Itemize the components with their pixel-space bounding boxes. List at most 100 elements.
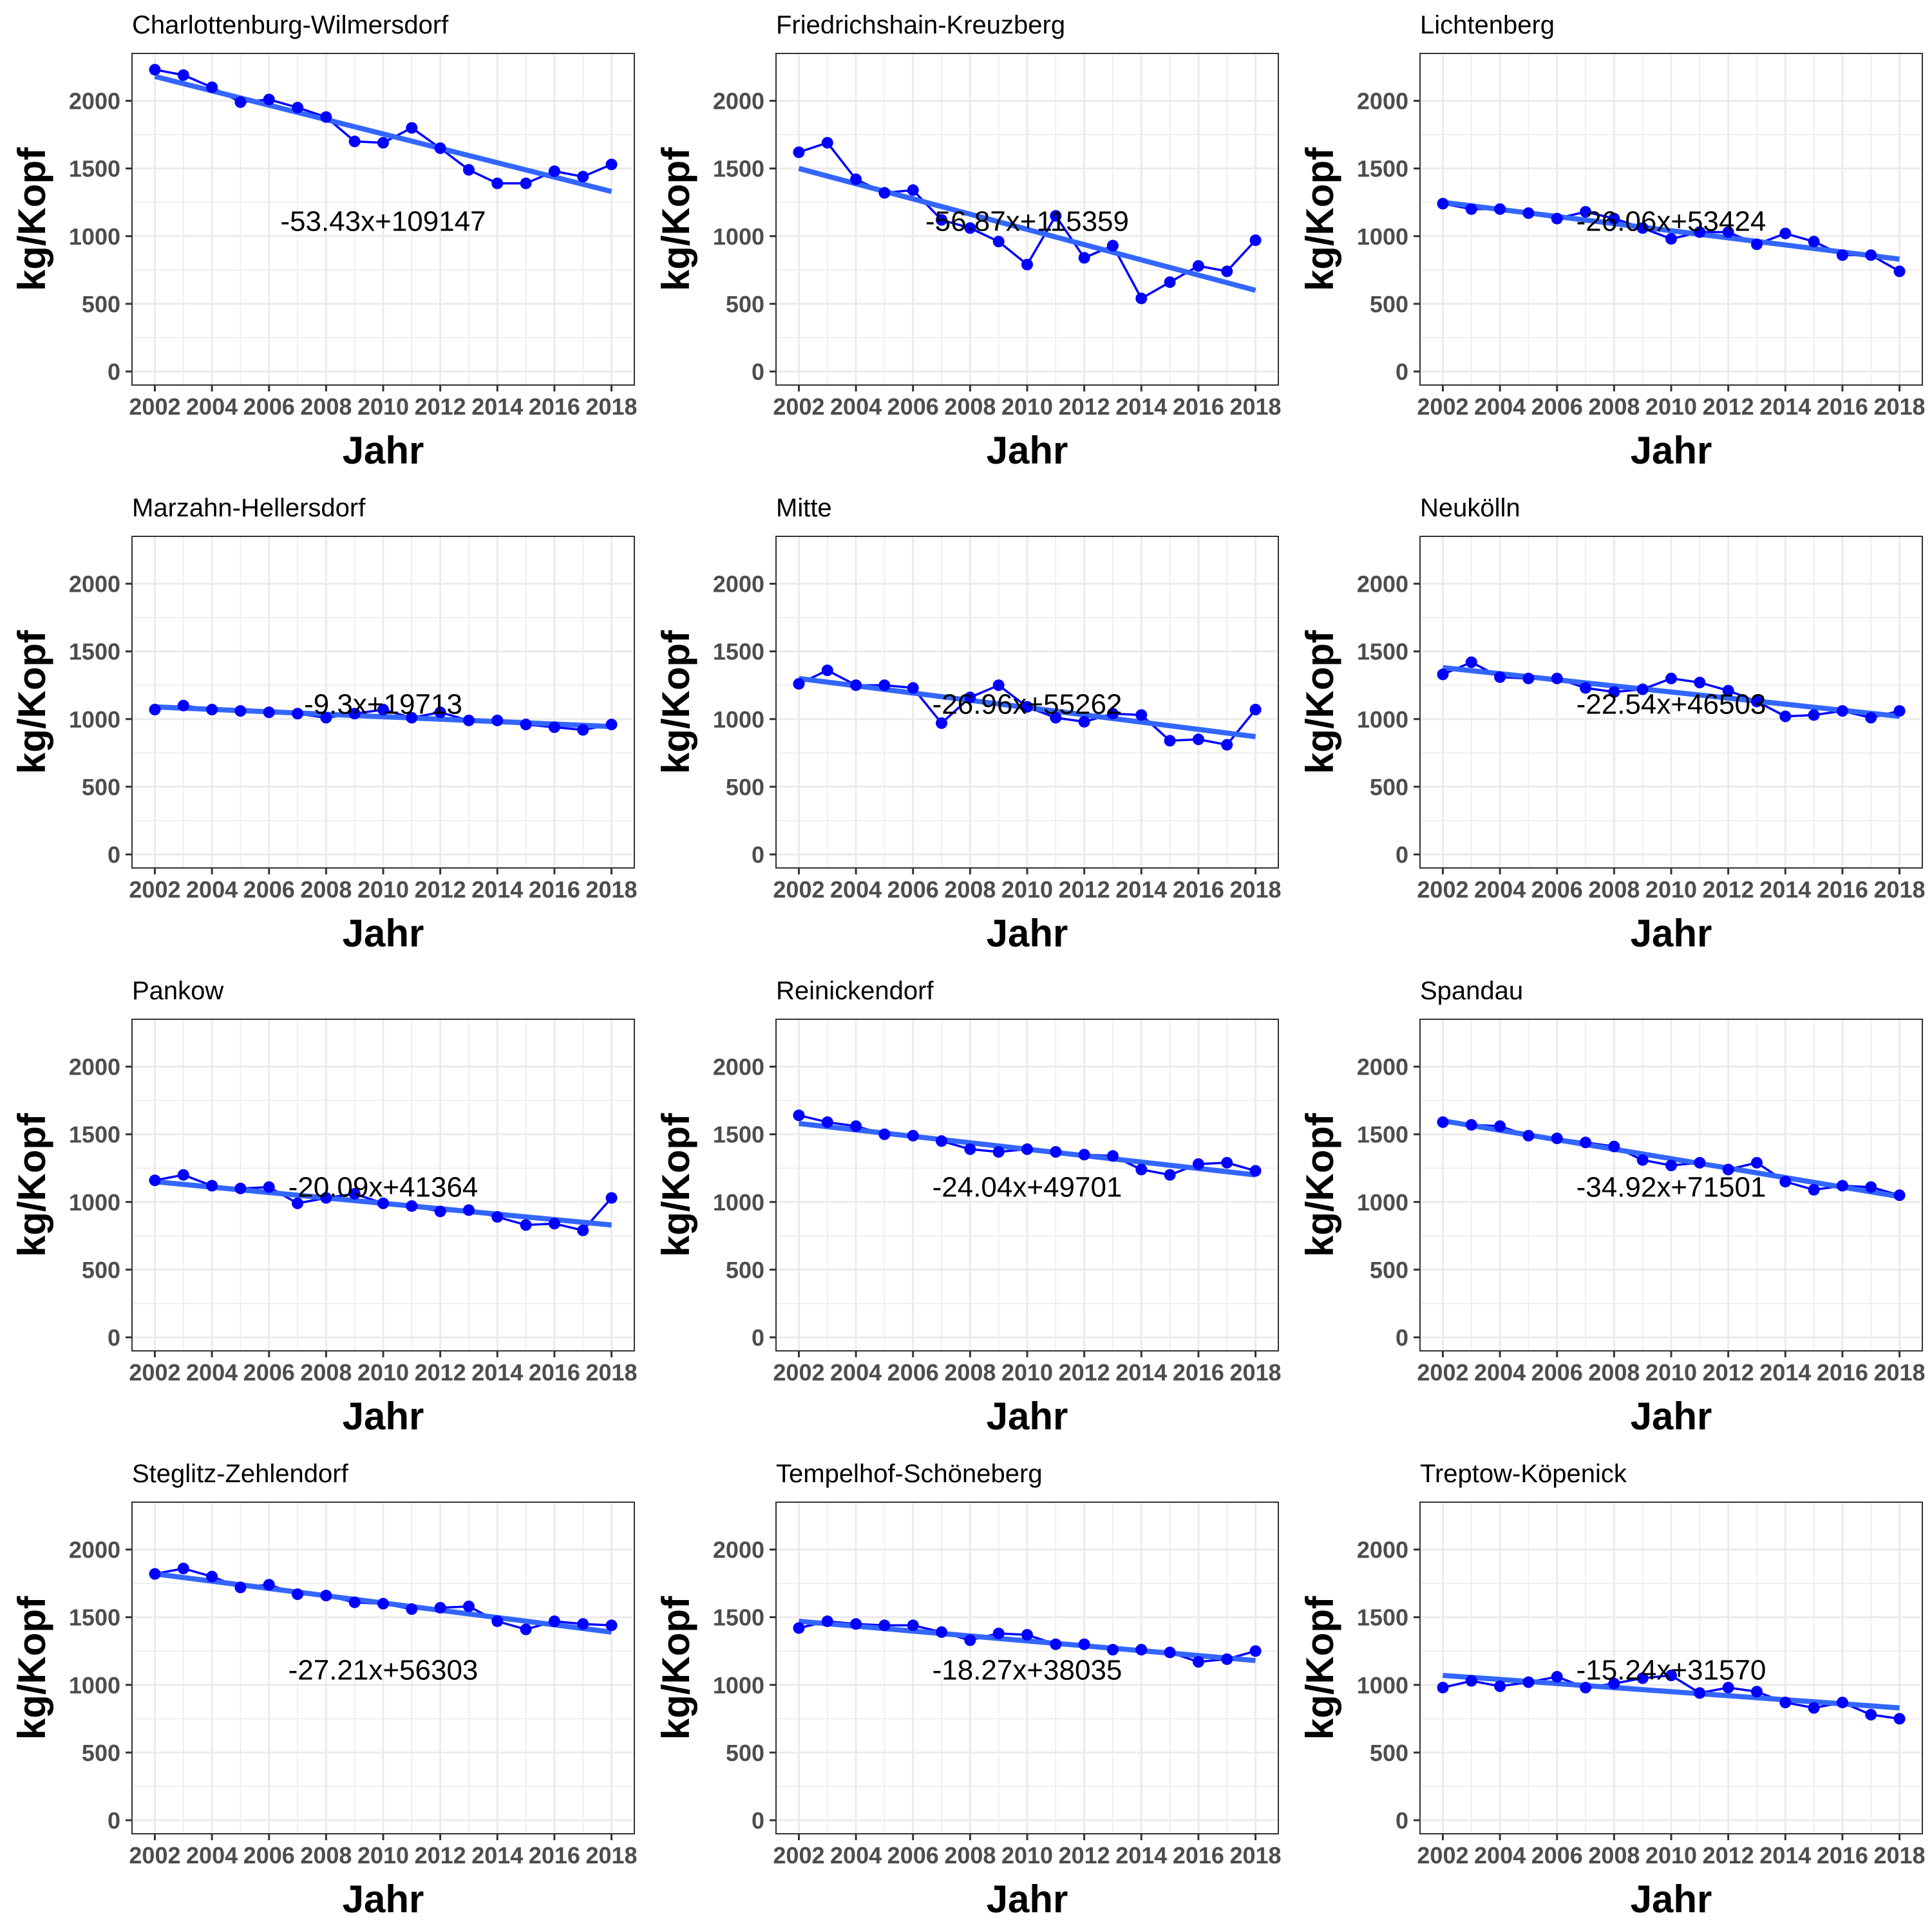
y-axis-title: kg/Kopf: [654, 630, 697, 774]
data-point: [1750, 1686, 1763, 1698]
facet-title: Neukölln: [1420, 494, 1520, 522]
data-point: [320, 1192, 332, 1204]
x-tick-label: 2006: [243, 1842, 295, 1869]
data-point: [1465, 656, 1477, 668]
x-tick-label: 2002: [1417, 1359, 1468, 1386]
data-point: [907, 1129, 919, 1142]
data-point: [1893, 705, 1906, 717]
data-point: [1106, 708, 1119, 720]
x-tick-label: 2014: [1759, 1842, 1811, 1869]
data-point: [1164, 1169, 1176, 1181]
data-point: [793, 146, 805, 158]
y-tick-label: 2000: [1357, 1537, 1408, 1563]
x-tick-label: 2016: [529, 876, 580, 903]
data-point: [1551, 212, 1563, 225]
regression-annotation: -26.96x+55262: [933, 689, 1122, 721]
data-point: [320, 1590, 332, 1602]
data-point: [263, 1579, 275, 1591]
y-tick-label: 1000: [713, 706, 764, 733]
data-point: [1636, 683, 1649, 695]
data-point: [850, 679, 862, 692]
panel-border: [775, 1502, 1279, 1834]
data-point: [1694, 226, 1706, 238]
y-tick-label: 2000: [1357, 88, 1408, 115]
data-point: [1522, 207, 1535, 220]
facet-title: Pankow: [132, 977, 223, 1005]
data-point: [1750, 238, 1763, 250]
y-axis-title: kg/Kopf: [1298, 1113, 1341, 1257]
x-tick-label: 2014: [1759, 393, 1811, 420]
data-point: [1522, 672, 1535, 684]
regression-annotation: -24.04x+49701: [933, 1172, 1122, 1203]
regression-annotation: -18.27x+38035: [933, 1655, 1122, 1686]
data-point: [292, 1588, 304, 1600]
data-point: [1694, 677, 1706, 689]
data-point: [1608, 1140, 1620, 1153]
data-point: [1636, 222, 1649, 234]
data-point: [1808, 709, 1820, 721]
data-point: [1494, 1680, 1506, 1692]
data-point: [462, 1204, 475, 1216]
x-tick-label: 2010: [1645, 393, 1697, 420]
data-point: [520, 177, 532, 189]
x-tick-label: 2008: [944, 876, 996, 903]
y-axis-title: kg/Kopf: [654, 1113, 697, 1257]
data-point: [878, 1128, 891, 1140]
data-point: [520, 1623, 532, 1635]
data-point: [263, 706, 275, 719]
y-axis-title: kg/Kopf: [10, 1113, 53, 1257]
facet-panel-5: 2002 2004 2006 2008 2010 2012 2014 2016 2018 0 500…: [1298, 494, 1926, 955]
x-tick-label: 2006: [1531, 1842, 1583, 1869]
y-tick-label: 1000: [1357, 223, 1408, 250]
y-tick-label: 1500: [713, 1605, 764, 1631]
data-point: [1164, 735, 1176, 747]
data-point: [234, 705, 247, 717]
y-tick-label: 1000: [69, 1189, 120, 1216]
x-tick-label: 2006: [887, 1842, 939, 1869]
y-axis-title: kg/Kopf: [654, 1596, 697, 1740]
panel-border: [131, 536, 635, 869]
x-tick-label: 2016: [1173, 393, 1224, 420]
regression-annotation: -34.92x+71501: [1577, 1172, 1766, 1203]
data-point: [577, 1224, 589, 1236]
data-point: [793, 678, 805, 690]
data-point: [491, 1210, 504, 1223]
x-tick-label: 2006: [1531, 876, 1583, 903]
x-axis-title: Jahr: [987, 912, 1068, 955]
x-tick-label: 2018: [1229, 393, 1281, 420]
y-axis-title: kg/Kopf: [10, 1596, 53, 1740]
x-tick-label: 2010: [1001, 393, 1053, 420]
data-point: [936, 214, 948, 226]
facet-title: Marzahn-Hellersdorf: [132, 494, 366, 522]
x-axis-title: Jahr: [1631, 1395, 1712, 1438]
y-tick-label: 2000: [713, 1054, 764, 1080]
data-point: [434, 142, 446, 155]
x-tick-label: 2016: [1817, 876, 1868, 903]
y-tick-label: 2000: [69, 571, 120, 598]
trend-line: [1443, 664, 1900, 719]
x-tick-label: 2012: [1703, 1359, 1754, 1386]
y-tick-label: 0: [752, 359, 764, 385]
x-tick-label: 2002: [1417, 876, 1468, 903]
data-point: [850, 1120, 862, 1133]
data-point: [605, 1619, 618, 1632]
y-axis-title: kg/Kopf: [10, 630, 53, 774]
data-point: [1522, 1129, 1535, 1142]
facet-title: Mitte: [776, 494, 832, 522]
data-point: [1192, 1656, 1204, 1668]
data-point: [1050, 1638, 1062, 1650]
x-tick-label: 2010: [1001, 1359, 1053, 1386]
x-tick-label: 2002: [1417, 1842, 1468, 1869]
x-axis-title: Jahr: [987, 1395, 1068, 1438]
y-tick-label: 0: [1396, 1324, 1408, 1351]
data-point: [1192, 1158, 1204, 1170]
y-tick-label: 2000: [69, 1054, 120, 1080]
x-tick-label: 2008: [300, 393, 352, 420]
data-point: [1106, 240, 1119, 252]
y-axis-title: kg/Kopf: [10, 147, 53, 291]
x-tick-label: 2016: [1173, 1842, 1224, 1869]
regression-annotation: -22.54x+46503: [1577, 689, 1766, 721]
data-point: [1722, 684, 1734, 697]
data-point: [964, 692, 976, 704]
